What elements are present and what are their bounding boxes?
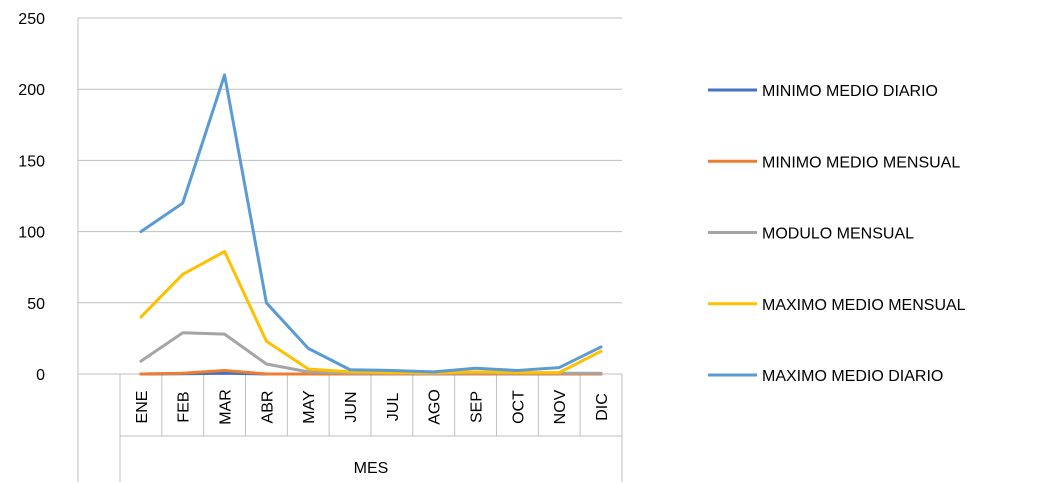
x-tick-label: DIC — [594, 393, 611, 421]
x-tick-label: JUN — [343, 391, 360, 422]
y-tick-label: 100 — [18, 225, 45, 242]
y-tick-label: 0 — [36, 367, 45, 384]
x-tick-label: NOV — [552, 389, 569, 424]
legend-label: MODULO MENSUAL — [762, 226, 914, 243]
category-axis-table: ENE FEB MAR ABR MAY JUN JUL AGO SEP OCT NOV DIC — [77, 18, 623, 482]
x-tick-label: ABR — [259, 391, 276, 424]
legend-label: MINIMO MEDIO DIARIO — [762, 83, 938, 100]
legend: MINIMO MEDIO DIARIO MINIMO MEDIO MENSUAL M… — [708, 83, 966, 385]
series-line — [139, 331, 603, 376]
x-tick-label: AGO — [427, 389, 444, 425]
series-line — [139, 73, 603, 374]
x-tick-label: OCT — [510, 390, 527, 424]
x-tick-label: MAR — [218, 389, 235, 425]
y-tick-label: 250 — [18, 11, 45, 28]
y-tick-label: 150 — [18, 153, 45, 170]
series-lines — [139, 73, 603, 376]
x-tick-label: JUL — [385, 393, 402, 422]
x-tick-label: MAY — [301, 390, 318, 424]
x-axis-label: MES — [354, 460, 389, 477]
legend-label: MAXIMO MEDIO DIARIO — [762, 368, 943, 385]
x-tick-label: FEB — [176, 391, 193, 422]
legend-label: MAXIMO MEDIO MENSUAL — [762, 297, 966, 314]
series-line — [139, 250, 603, 375]
x-tick-label: ENE — [134, 391, 151, 424]
grid-lines — [78, 17, 622, 375]
y-tick-label: 200 — [18, 82, 45, 99]
legend-label: MINIMO MEDIO MENSUAL — [762, 154, 960, 171]
x-tick-label: SEP — [469, 391, 486, 423]
y-axis-tick-labels: 0 50 100 150 200 250 — [18, 11, 45, 384]
y-tick-label: 50 — [27, 296, 45, 313]
